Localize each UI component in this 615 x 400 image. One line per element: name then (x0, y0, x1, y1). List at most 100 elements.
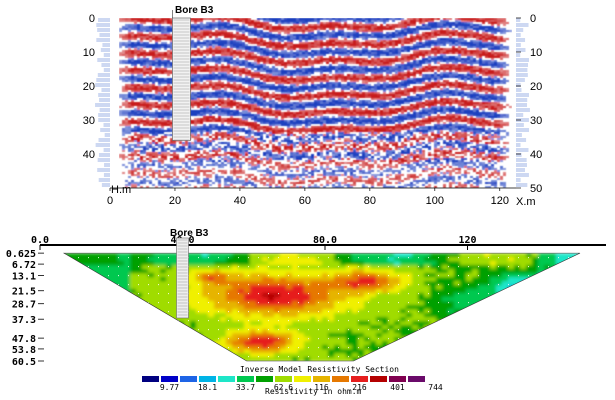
radargram-cell (362, 82, 365, 84)
radargram-cell (215, 76, 218, 78)
radargram-cell (125, 62, 128, 64)
radargram-cell (293, 106, 296, 108)
radargram-cell (467, 70, 470, 72)
radargram-cell (128, 50, 131, 52)
radargram-cell (296, 88, 299, 90)
radargram-cell (236, 42, 239, 44)
radargram-cell (350, 82, 353, 84)
radargram-cell (377, 96, 380, 98)
radargram-cell (314, 24, 317, 26)
radargram-cell (374, 36, 377, 38)
radargram-cell (290, 104, 293, 106)
radargram-cell (506, 74, 509, 76)
radargram-cell (353, 28, 356, 30)
radargram-cell (356, 60, 359, 62)
radargram-cell (149, 106, 152, 108)
radargram-cell (434, 78, 437, 80)
radargram-cell (209, 36, 212, 38)
radargram-cell (245, 70, 248, 72)
radargram-cell (452, 60, 455, 62)
radargram-cell (290, 92, 293, 94)
radargram-cell (425, 28, 428, 30)
radargram-cell (239, 36, 242, 38)
radargram-cell (206, 40, 209, 42)
radargram-cell (233, 78, 236, 80)
radargram-cell (227, 64, 230, 66)
radargram-cell (314, 68, 317, 70)
radargram-cell (260, 70, 263, 72)
radargram-cell (341, 90, 344, 92)
radargram-cell (311, 26, 314, 28)
radargram-cell (485, 56, 488, 58)
radargram-cell (368, 50, 371, 52)
radargram-cell (242, 36, 245, 38)
radargram-cell (254, 96, 257, 98)
radargram-cell (365, 94, 368, 96)
radargram-cell (257, 56, 260, 58)
radargram-cell (191, 26, 194, 28)
radargram-cell (293, 72, 296, 74)
radargram-cell (476, 48, 479, 50)
radargram-cell (332, 38, 335, 40)
radargram-cell (233, 86, 236, 88)
radargram-cell (122, 80, 125, 82)
radargram-cell (200, 58, 203, 60)
radargram-cell (191, 46, 194, 48)
radargram-cell (356, 42, 359, 44)
radargram-cell (215, 38, 218, 40)
radargram-cell (302, 64, 305, 66)
radargram-cell (266, 110, 269, 112)
radargram-cell (143, 60, 146, 62)
radargram-cell (230, 42, 233, 44)
radargram-cell (128, 58, 131, 60)
radargram-cell (242, 34, 245, 36)
radargram-cell (326, 46, 329, 48)
radargram-cell (272, 102, 275, 104)
radargram-cell (170, 54, 173, 56)
radargram-cell (446, 80, 449, 82)
radargram-cell (464, 40, 467, 42)
radargram-cell (401, 108, 404, 110)
radargram-cell (302, 74, 305, 76)
radargram-cell (422, 34, 425, 36)
radargram-cell (464, 78, 467, 80)
radargram-cell (272, 62, 275, 64)
radargram-cell (200, 44, 203, 46)
radargram-cell (128, 98, 131, 100)
radargram-cell (407, 98, 410, 100)
radargram-cell (392, 96, 395, 98)
radargram-cell (284, 100, 287, 102)
radargram-cell (212, 92, 215, 94)
radargram-cell (257, 108, 260, 110)
radargram-cell (452, 62, 455, 64)
radargram-cell (413, 80, 416, 82)
radargram-cell (464, 22, 467, 24)
radargram-cell (464, 86, 467, 88)
radargram-cell (215, 52, 218, 54)
radargram-cell (218, 32, 221, 34)
radargram-cell (467, 96, 470, 98)
radargram-cell (230, 100, 233, 102)
radargram-cell (140, 38, 143, 40)
radargram-cell (458, 86, 461, 88)
radargram-cell (371, 36, 374, 38)
radargram-cell (239, 38, 242, 40)
radargram-cell (266, 60, 269, 62)
radargram-cell (197, 38, 200, 40)
radargram-cell (224, 110, 227, 112)
radargram-cell (230, 66, 233, 68)
radargram-cell (290, 106, 293, 108)
radargram-cell (383, 94, 386, 96)
radargram-cell (488, 70, 491, 72)
radargram-cell (143, 68, 146, 70)
radargram-cell (365, 58, 368, 60)
radargram-cell (224, 102, 227, 104)
radargram-cell (164, 36, 167, 38)
radargram-cell (203, 74, 206, 76)
radargram-cell (488, 106, 491, 108)
radargram-cell (260, 82, 263, 84)
radargram-cell (296, 36, 299, 38)
radargram-cell (224, 18, 227, 20)
radargram-cell (119, 96, 122, 98)
radargram-cell (218, 18, 221, 20)
